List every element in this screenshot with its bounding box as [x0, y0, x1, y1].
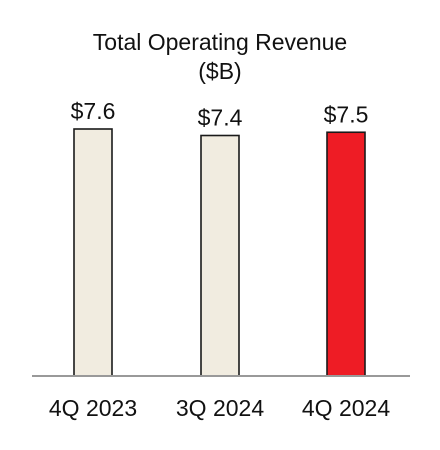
category-label: 4Q 2023	[49, 395, 137, 421]
chart-subtitle: ($B)	[198, 58, 242, 84]
bar-3q-2024	[200, 134, 240, 377]
bars-layer	[73, 128, 366, 377]
labels-layer: $7.6 4Q 2023 $7.4 3Q 2024 $7.5 4Q 2024	[49, 98, 390, 421]
chart-title: Total Operating Revenue	[92, 29, 348, 55]
data-label: $7.6	[71, 98, 116, 124]
category-label: 4Q 2024	[302, 395, 390, 421]
category-label: 3Q 2024	[176, 395, 264, 421]
data-label: $7.4	[198, 105, 243, 131]
data-label: $7.5	[324, 101, 369, 127]
bar-4q-2023	[73, 128, 113, 377]
bar-4q-2024	[326, 131, 366, 377]
